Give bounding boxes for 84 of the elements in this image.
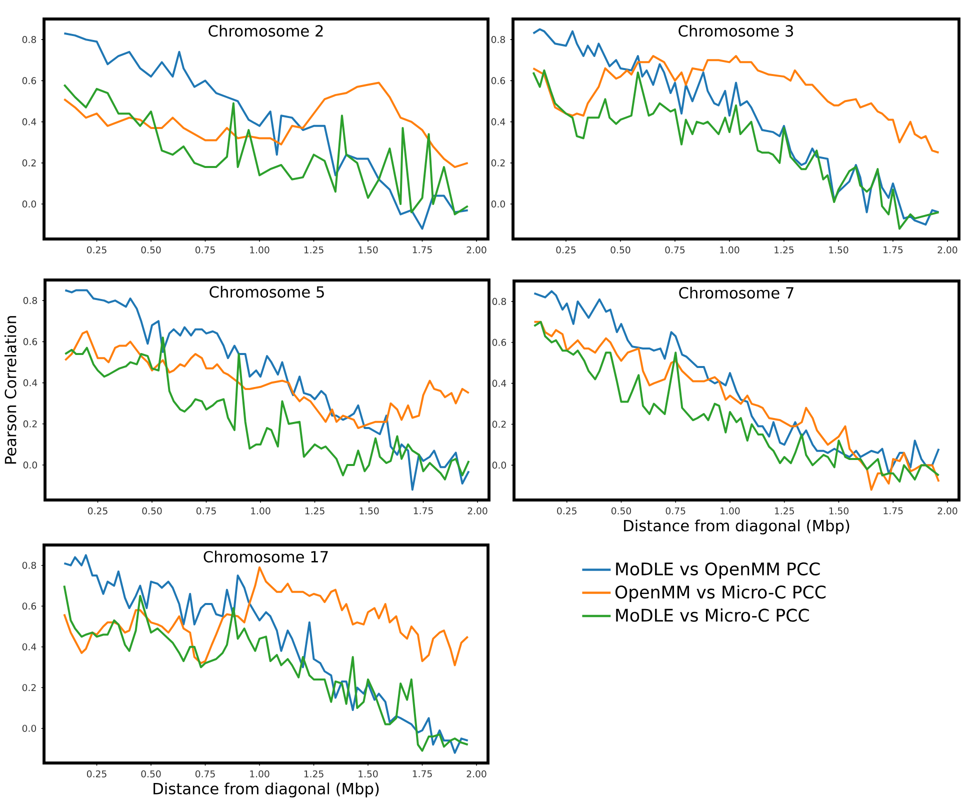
- x-tick-label: 0.50: [142, 507, 162, 514]
- x-tick-label: 0.25: [557, 507, 576, 514]
- y-tick-label: 0.2: [492, 420, 506, 428]
- x-tick-label: 0.50: [611, 507, 631, 514]
- x-tick-label: 1.25: [304, 246, 324, 254]
- line-series: [64, 330, 470, 430]
- x-tick-label: 1.25: [774, 507, 794, 514]
- x-axis-title: Distance from diagonal (Mbp): [624, 520, 850, 534]
- chart-title: Chromosome 5: [210, 286, 324, 298]
- y-tick-label: 0.0: [492, 462, 506, 469]
- x-tick-label: 1.00: [720, 246, 740, 254]
- x-tick-label: 0.75: [195, 770, 215, 778]
- x-axis-title: Distance from diagonal (Mbp): [154, 782, 379, 798]
- line-series: [63, 84, 469, 216]
- y-tick-label: 0.6: [491, 77, 506, 84]
- x-tick-label: 1.50: [358, 246, 378, 254]
- x-tick-label: 1.75: [412, 770, 432, 778]
- y-tick-label: 0.6: [22, 77, 36, 84]
- legend-label: MoDLE vs Micro-C PCC: [616, 608, 809, 622]
- y-tick-label: 0.0: [22, 200, 36, 208]
- x-tick-label: 1.00: [720, 507, 740, 514]
- x-tick-label: 1.75: [412, 246, 432, 254]
- x-tick-label: 1.50: [829, 246, 848, 254]
- line-series: [63, 82, 469, 168]
- x-tick-label: 2.00: [938, 507, 958, 514]
- legend-label: MoDLE vs OpenMM PCC: [616, 562, 820, 579]
- x-tick-label: 1.50: [358, 770, 378, 778]
- chart-title: Chromosome 7: [679, 286, 794, 299]
- x-tick-label: 0.25: [86, 770, 106, 778]
- y-tick-label: 0.8: [492, 298, 506, 306]
- y-tick-label: 0.4: [23, 379, 38, 386]
- x-tick-label: 1.75: [884, 246, 903, 254]
- y-axis-title: Pearson Correlation: [4, 316, 16, 464]
- y-tick-label: 0.6: [492, 338, 506, 346]
- x-tick-label: 1.00: [251, 507, 270, 514]
- x-tick-label: 1.25: [304, 770, 324, 778]
- y-tick-label: 0.4: [22, 643, 36, 650]
- x-tick-label: 2.00: [466, 246, 486, 254]
- x-tick-label: 1.00: [250, 246, 270, 254]
- x-tick-label: 0.75: [196, 507, 216, 514]
- y-tick-label: 0.0: [22, 724, 36, 732]
- y-tick-label: 0.2: [23, 420, 37, 428]
- y-tick-label: 0.0: [491, 200, 506, 208]
- y-tick-label: 0.6: [22, 602, 36, 610]
- x-tick-label: 1.50: [360, 507, 379, 514]
- x-tick-label: 1.25: [774, 246, 794, 254]
- x-tick-label: 1.75: [414, 507, 433, 514]
- x-tick-label: 1.50: [829, 507, 848, 514]
- x-tick-label: 0.25: [88, 507, 108, 514]
- x-tick-label: 1.25: [305, 507, 324, 514]
- y-tick-label: 0.4: [491, 118, 506, 126]
- x-tick-label: 0.75: [666, 507, 686, 514]
- chart-title: Chromosome 2: [208, 24, 323, 37]
- x-tick-label: 0.50: [610, 246, 630, 254]
- y-tick-label: 0.6: [23, 338, 38, 346]
- x-tick-label: 1.75: [884, 507, 903, 514]
- y-tick-label: 0.4: [492, 380, 506, 387]
- chart-title: Chromosome 3: [678, 24, 793, 37]
- y-tick-label: 0.0: [23, 462, 38, 469]
- y-tick-label: 0.8: [23, 297, 37, 304]
- x-tick-label: 0.50: [141, 246, 161, 254]
- y-tick-label: 0.4: [22, 118, 36, 126]
- x-tick-label: 2.00: [938, 246, 958, 254]
- x-tick-label: 1.00: [250, 770, 270, 778]
- chart-title: Chromosome 17: [204, 550, 328, 563]
- y-tick-label: 0.2: [22, 159, 36, 167]
- y-tick-label: 0.2: [491, 159, 505, 167]
- x-tick-label: 0.75: [665, 246, 685, 254]
- y-tick-label: 0.8: [22, 36, 36, 44]
- line-series: [63, 584, 469, 752]
- line-series: [532, 55, 940, 154]
- x-tick-label: 0.50: [141, 770, 161, 778]
- x-tick-label: 2.00: [468, 507, 488, 514]
- x-tick-label: 0.75: [195, 246, 215, 254]
- y-tick-label: 0.8: [491, 36, 505, 44]
- x-tick-label: 0.25: [86, 246, 106, 254]
- line-series: [532, 69, 940, 230]
- line-series: [63, 566, 469, 666]
- y-tick-label: 0.8: [22, 562, 36, 569]
- y-tick-label: 0.2: [22, 684, 36, 692]
- legend-label: OpenMM vs Micro-C PCC: [615, 585, 826, 602]
- x-tick-label: 0.25: [556, 246, 576, 254]
- line-series: [64, 336, 470, 480]
- x-tick-label: 2.00: [466, 770, 486, 778]
